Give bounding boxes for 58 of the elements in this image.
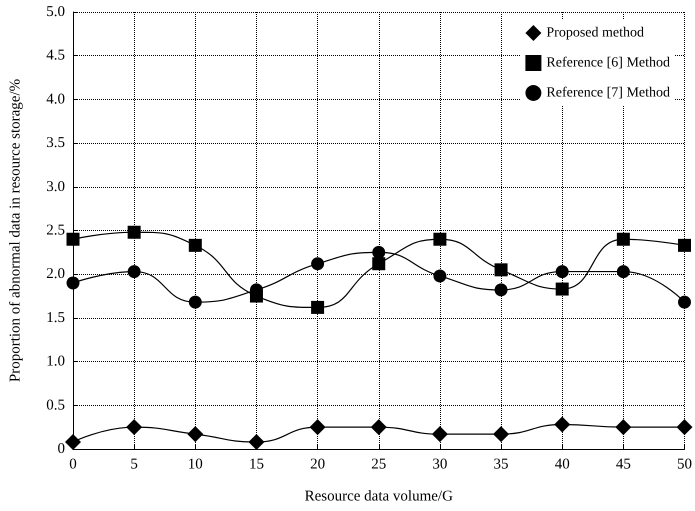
- x-tick-label: 25: [371, 456, 386, 472]
- y-tick-label: 3.5: [46, 135, 65, 152]
- y-tick-label: 4.5: [46, 48, 65, 64]
- point: [556, 282, 569, 296]
- point: [187, 426, 204, 442]
- y-tick-label: 2.5: [46, 222, 65, 238]
- x-tick-label: 50: [677, 456, 692, 472]
- y-tick-label: 4.0: [46, 91, 65, 108]
- point: [372, 257, 386, 270]
- point: [678, 238, 691, 252]
- point: [248, 434, 264, 450]
- x-tick-label: 45: [616, 456, 631, 472]
- x-tick-label: 35: [494, 456, 509, 472]
- point: [432, 426, 448, 442]
- point: [676, 419, 692, 436]
- x-tick-label: 20: [310, 456, 326, 472]
- x-tick-label: 30: [432, 456, 448, 472]
- point: [615, 419, 632, 436]
- point: [128, 226, 141, 239]
- point: [65, 434, 81, 450]
- point: [494, 263, 508, 276]
- point: [370, 419, 387, 436]
- point: [493, 426, 510, 442]
- point: [188, 296, 202, 309]
- point: [311, 257, 324, 270]
- point: [554, 416, 570, 433]
- x-tick-label: 15: [248, 456, 264, 472]
- y-axis-title: Proportion of abnormal data in resource storage/%: [8, 78, 24, 382]
- point: [616, 265, 630, 278]
- point: [126, 419, 142, 436]
- point: [556, 265, 569, 278]
- point: [678, 296, 691, 309]
- y-tick-label: 5.0: [46, 4, 65, 20]
- y-tick-label: 1.0: [46, 354, 65, 370]
- x-tick-label: 5: [130, 456, 138, 472]
- x-tick-label: 40: [554, 456, 570, 472]
- legend-label: Proposed method: [546, 26, 644, 40]
- point: [66, 232, 80, 246]
- y-tick-label: 1.5: [46, 310, 65, 326]
- point: [372, 246, 386, 259]
- point: [433, 269, 446, 282]
- point: [128, 265, 141, 278]
- y-tick-label: 0: [58, 441, 65, 457]
- legend-label: Reference [7] Method: [546, 86, 670, 100]
- x-tick-label: 10: [188, 456, 203, 472]
- point: [494, 283, 508, 296]
- point: [66, 276, 80, 290]
- point: [311, 300, 324, 314]
- point: [616, 232, 630, 246]
- point: [188, 238, 202, 252]
- y-tick-label: 0.5: [46, 397, 65, 414]
- legend-label: Reference [6] Method: [546, 56, 670, 70]
- point: [433, 232, 446, 246]
- y-tick-label: 2.0: [46, 266, 65, 282]
- x-axis-title: Resource data volume/G: [304, 488, 454, 504]
- x-tick-label: 0: [69, 456, 77, 472]
- point: [310, 419, 326, 436]
- y-tick-label: 3.0: [46, 178, 65, 195]
